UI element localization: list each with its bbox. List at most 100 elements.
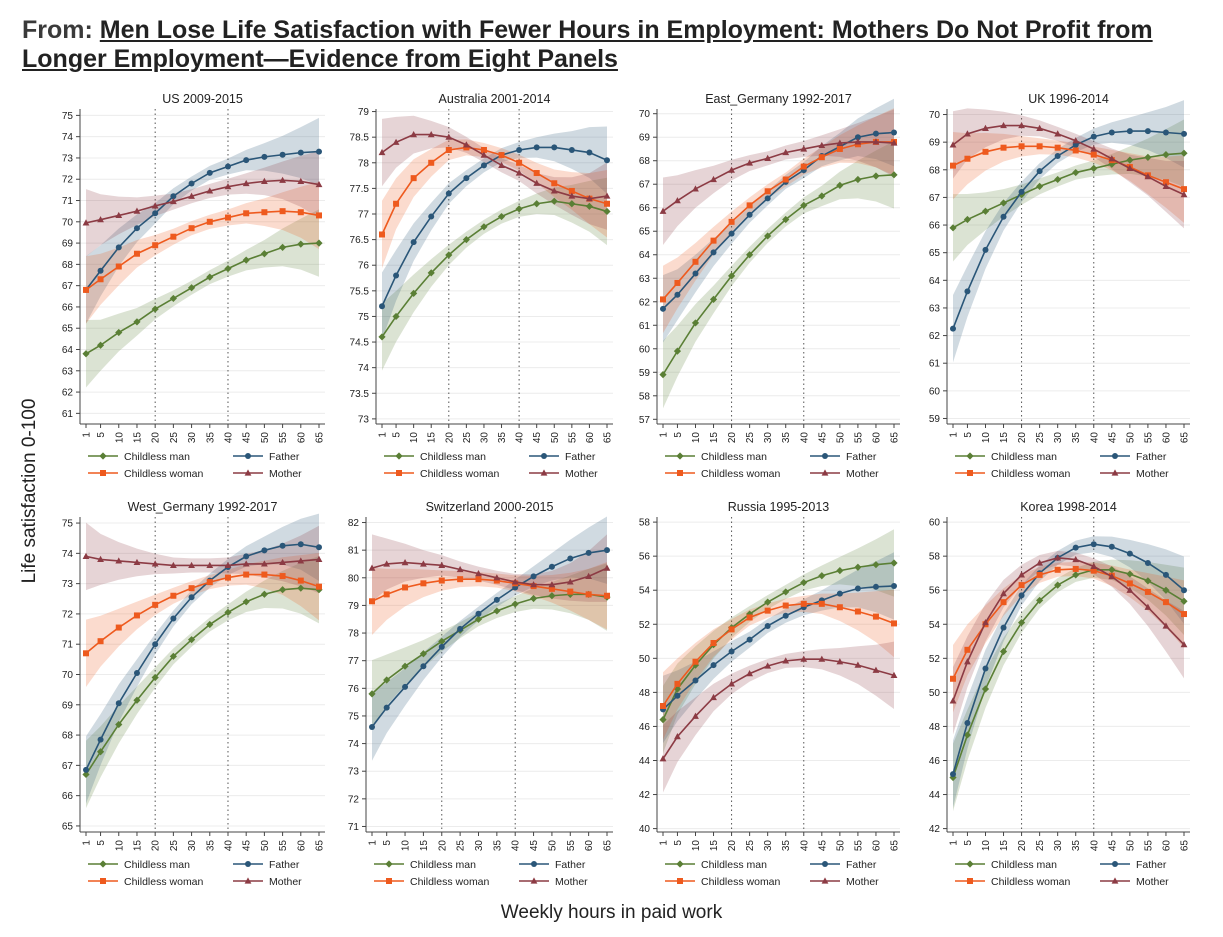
data-point [82,770,90,779]
x-tick-label: 1 [659,840,670,846]
data-point [188,561,195,569]
data-point [710,249,717,256]
y-tick-label: 77 [358,210,370,221]
data-point [1144,603,1152,610]
data-point [1108,155,1116,162]
x-tick-label: 5 [963,840,974,846]
data-point [836,658,844,665]
y-tick-label: 60 [929,518,941,529]
data-point [82,552,90,559]
data-point [261,571,268,578]
data-point [1090,164,1098,173]
data-point [1162,622,1170,629]
data-point [854,563,862,571]
y-tick-label: 71 [348,822,360,833]
data-point [1090,562,1098,569]
data-point [818,572,826,580]
data-point [728,680,735,687]
data-point [1017,618,1026,627]
data-point [1054,144,1061,151]
legend: Childless man Father Childless woman Mother [384,451,598,480]
data-point [369,724,375,730]
data-point [206,169,213,176]
data-point [493,577,500,584]
panel-title: US 2009-2015 [162,92,243,106]
x-tick-label: 50 [547,840,558,852]
chart-panel-5: West_Germany 1992-2017 65 66 67 68 69 70 71 72 73… [62,500,326,888]
data-point [673,347,682,355]
y-tick-label: 42 [639,790,651,801]
data-point [206,273,214,281]
x-tick-label: 65 [890,432,901,444]
legend-marker [676,452,684,460]
legend-label: Childless man [701,451,767,463]
x-tick-label: 65 [315,432,326,444]
data-point [782,215,790,224]
legend-label: Childless woman [991,876,1071,888]
data-point [475,576,482,583]
confidence-band [663,141,894,409]
data-point [206,579,213,586]
data-point [800,578,808,587]
y-tick-label: 60 [929,386,941,397]
data-point [660,305,666,312]
data-point [660,703,666,709]
data-point [854,608,861,615]
x-tick-label: 45 [242,840,253,852]
data-point [585,202,594,210]
article-title-link[interactable]: Men Lose Life Satisfaction with Fewer Ho… [22,16,1153,73]
data-point [728,218,735,225]
data-point [1090,151,1097,158]
data-point [242,560,250,567]
data-point [1072,147,1079,154]
y-tick-label: 68 [929,165,941,176]
data-point [782,602,789,609]
legend-label: Childless man [991,859,1057,871]
legend-label: Childless man [701,859,767,871]
y-tick-label: 56 [639,552,651,563]
legend-label: Childless woman [991,468,1071,480]
data-point [746,251,754,259]
data-point [764,232,772,240]
data-point [1072,555,1080,563]
figure-heading: From: Men Lose Life Satisfaction with Fe… [22,16,1212,74]
data-point [480,151,488,158]
y-tick-label: 46 [639,722,651,733]
x-tick-label: 50 [260,432,271,444]
data-point [297,541,304,548]
data-point [1126,586,1134,593]
series-line [952,124,1185,196]
data-point [383,704,390,711]
confidence-band [953,119,1184,262]
data-point [982,665,989,672]
data-point [260,590,268,598]
legend-label: Childless man [410,859,476,871]
x-tick-label: 35 [205,432,216,444]
y-tick-label: 69 [62,700,74,711]
x-tick-label: 5 [673,432,684,438]
chart-panel-7: Russia 1995-2013 40 42 44 46 48 50 52 54 56 58 1 5 10… [639,500,901,888]
data-point [854,661,862,668]
y-tick-label: 79 [348,601,360,612]
y-tick-label: 65 [639,227,651,238]
data-point [710,237,717,244]
confidence-band [382,139,607,269]
data-point [1072,544,1079,551]
x-tick-label: 10 [114,432,125,444]
data-point [1090,567,1097,574]
data-point [480,146,487,153]
data-point [800,201,808,209]
series-line [85,573,320,654]
data-point [224,183,232,190]
legend-label: Mother [565,468,598,480]
panel-title: West_Germany 1992-2017 [128,500,278,514]
data-point [872,666,880,673]
legend-label: Mother [269,468,302,480]
x-tick-label: 40 [515,432,526,444]
x-tick-label: 30 [763,432,774,444]
data-point [1018,121,1025,129]
data-point [279,573,286,580]
data-point [529,594,538,603]
data-point [401,558,409,566]
